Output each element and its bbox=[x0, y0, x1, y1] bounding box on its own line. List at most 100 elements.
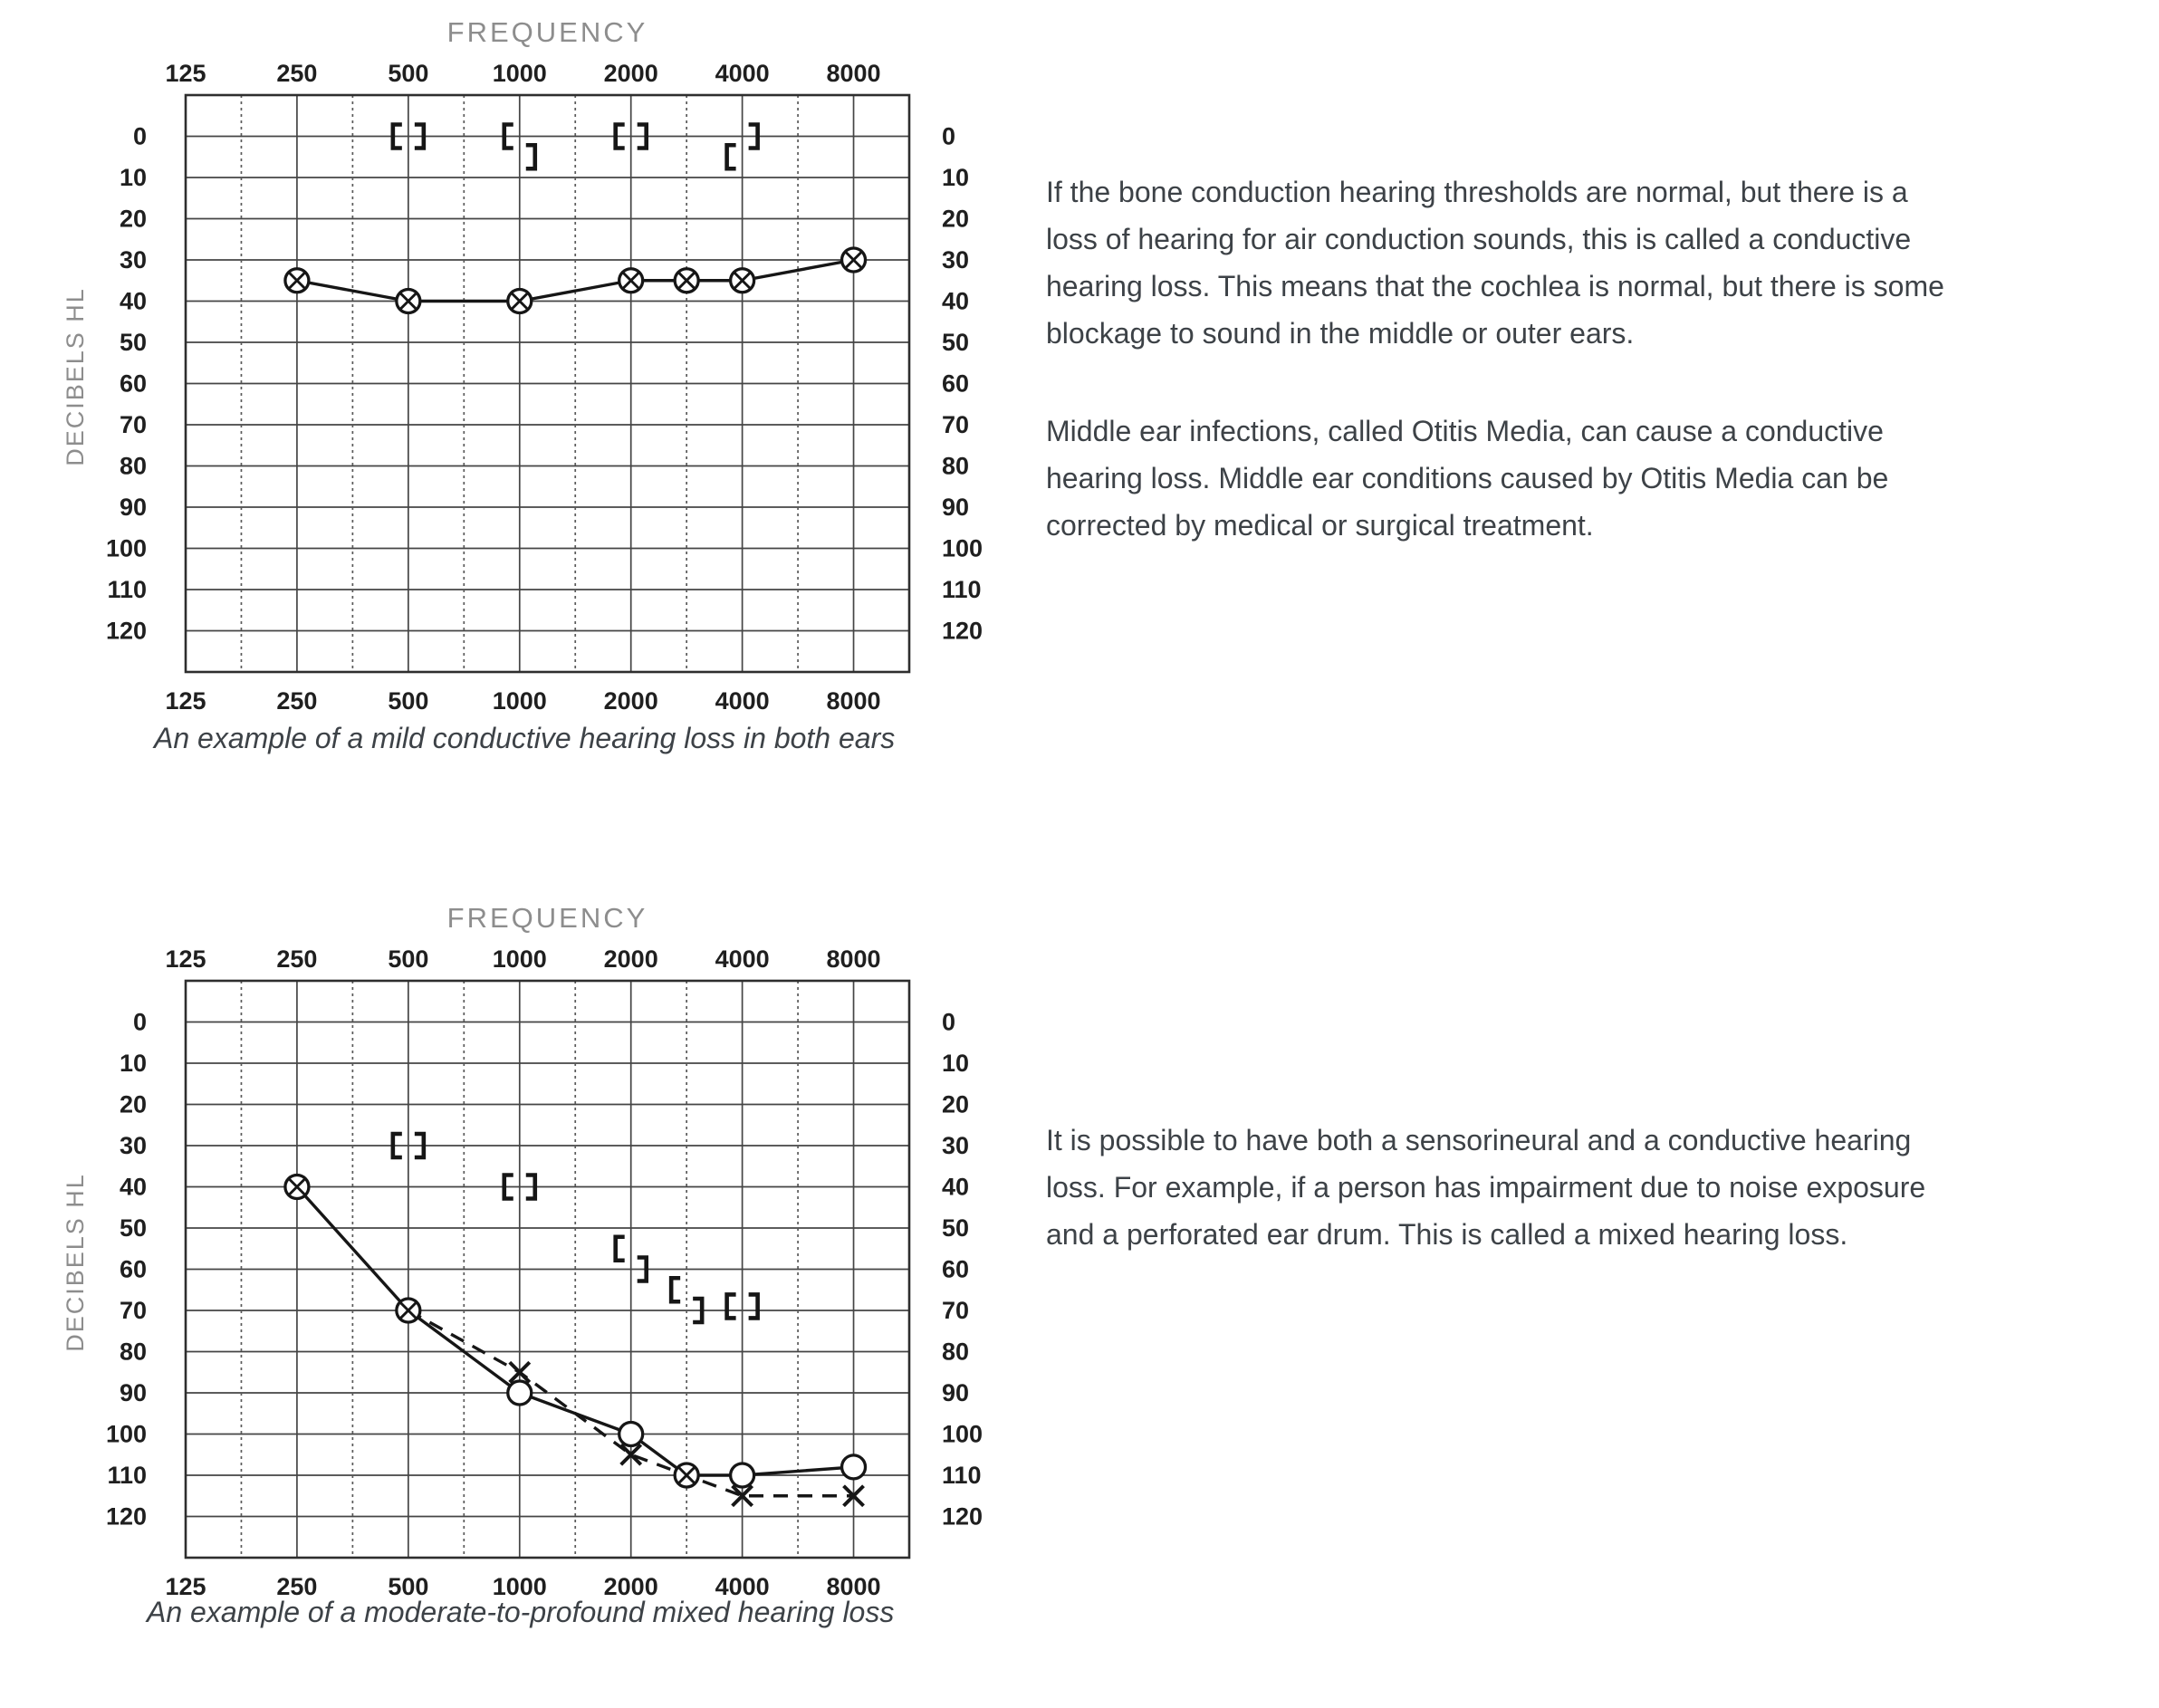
svg-text:10: 10 bbox=[120, 164, 147, 191]
svg-text:2000: 2000 bbox=[604, 687, 658, 715]
svg-text:60: 60 bbox=[120, 370, 147, 398]
svg-text:70: 70 bbox=[942, 411, 969, 438]
bone-right-ear-bracket bbox=[613, 122, 625, 150]
svg-text:120: 120 bbox=[106, 1503, 147, 1530]
svg-text:100: 100 bbox=[106, 1421, 147, 1448]
svg-text:10: 10 bbox=[120, 1050, 147, 1077]
symbols-air-conduction-masked bbox=[283, 1173, 868, 1489]
svg-text:120: 120 bbox=[106, 618, 147, 645]
frequency-tick-labels: 125 125 250 250 500 500 1000 1000 2000 2000 4000 40… bbox=[165, 60, 880, 715]
svg-text:90: 90 bbox=[942, 494, 969, 521]
svg-text:90: 90 bbox=[120, 1379, 147, 1406]
svg-text:125: 125 bbox=[165, 1573, 206, 1600]
bone-left-ear-bracket bbox=[748, 122, 760, 150]
svg-text:1000: 1000 bbox=[493, 687, 547, 715]
svg-text:30: 30 bbox=[942, 246, 969, 273]
svg-text:40: 40 bbox=[942, 288, 969, 315]
symbols-air-conduction-unmasked bbox=[508, 1360, 865, 1508]
svg-text:4000: 4000 bbox=[715, 945, 770, 973]
bone-right-ear-bracket bbox=[390, 1131, 402, 1160]
svg-text:10: 10 bbox=[942, 164, 969, 191]
svg-text:250: 250 bbox=[276, 687, 317, 715]
svg-text:500: 500 bbox=[388, 945, 428, 973]
svg-text:100: 100 bbox=[942, 535, 983, 562]
svg-text:8000: 8000 bbox=[826, 60, 880, 87]
circle-marker bbox=[506, 1379, 533, 1406]
svg-text:80: 80 bbox=[942, 453, 969, 480]
svg-text:70: 70 bbox=[942, 1297, 969, 1324]
bone-conduction-brackets bbox=[390, 122, 760, 171]
svg-text:500: 500 bbox=[388, 60, 428, 87]
svg-text:2000: 2000 bbox=[604, 60, 658, 87]
svg-text:20: 20 bbox=[120, 206, 147, 233]
svg-text:50: 50 bbox=[120, 1214, 147, 1242]
svg-text:0: 0 bbox=[133, 123, 147, 150]
svg-text:500: 500 bbox=[388, 1573, 428, 1600]
caption-mild-conductive: An example of a mild conductive hearing … bbox=[154, 722, 896, 754]
y-axis-title: DECIBELS HL bbox=[62, 287, 89, 466]
svg-text:80: 80 bbox=[942, 1339, 969, 1366]
audiogram-mixed-loss-chart: 1251252502505005001000100020002000400040… bbox=[62, 902, 983, 1600]
paragraph-bone-conduction: If the bone conduction hearing threshold… bbox=[1046, 176, 1944, 350]
bone-left-ear-bracket bbox=[637, 122, 648, 150]
svg-text:0: 0 bbox=[942, 123, 955, 150]
bone-right-ear-bracket bbox=[502, 122, 513, 150]
svg-text:0: 0 bbox=[942, 1009, 955, 1036]
svg-text:500: 500 bbox=[388, 687, 428, 715]
svg-text:2000: 2000 bbox=[604, 945, 658, 973]
svg-text:8000: 8000 bbox=[826, 687, 880, 715]
svg-text:80: 80 bbox=[120, 1339, 147, 1366]
svg-text:90: 90 bbox=[942, 1379, 969, 1406]
svg-text:120: 120 bbox=[942, 618, 983, 645]
svg-text:40: 40 bbox=[120, 1174, 147, 1201]
bone-right-ear-bracket bbox=[502, 1173, 513, 1201]
svg-text:20: 20 bbox=[120, 1091, 147, 1118]
bone-right-ear-bracket bbox=[390, 122, 402, 150]
svg-text:110: 110 bbox=[107, 1462, 147, 1489]
svg-text:40: 40 bbox=[120, 288, 147, 315]
bone-left-ear-bracket bbox=[693, 1296, 705, 1325]
svg-text:2000: 2000 bbox=[604, 1573, 658, 1600]
svg-text:4000: 4000 bbox=[715, 60, 770, 87]
x-axis-title: FREQUENCY bbox=[447, 902, 648, 934]
svg-text:30: 30 bbox=[120, 246, 147, 273]
circle-marker bbox=[618, 1420, 645, 1448]
bone-left-ear-bracket bbox=[414, 122, 427, 150]
svg-text:120: 120 bbox=[942, 1503, 983, 1530]
bone-left-ear-bracket bbox=[414, 1131, 427, 1160]
svg-text:60: 60 bbox=[942, 1256, 969, 1283]
svg-text:125: 125 bbox=[165, 687, 206, 715]
svg-text:1000: 1000 bbox=[493, 1573, 547, 1600]
svg-text:50: 50 bbox=[120, 329, 147, 356]
bone-left-ear-bracket bbox=[637, 1255, 648, 1283]
x-axis-title: FREQUENCY bbox=[447, 16, 648, 48]
circle-marker bbox=[840, 1454, 868, 1481]
bone-left-ear-bracket bbox=[525, 1173, 538, 1201]
text-block-mixed: It is possible to have both a sensorineu… bbox=[1046, 1117, 1965, 1258]
svg-text:80: 80 bbox=[120, 453, 147, 480]
text-block-conductive: If the bone conduction hearing threshold… bbox=[1046, 168, 1965, 549]
svg-text:0: 0 bbox=[133, 1009, 147, 1036]
svg-text:30: 30 bbox=[942, 1132, 969, 1159]
bone-left-ear-bracket bbox=[525, 142, 538, 171]
svg-text:110: 110 bbox=[107, 576, 147, 603]
svg-text:1000: 1000 bbox=[493, 60, 547, 87]
circle-marker bbox=[728, 1462, 756, 1489]
bone-right-ear-bracket bbox=[724, 1292, 736, 1320]
db-tick-labels: 0 0 10 10 20 20 30 30 40 40 50 50 60 60 70 70 80 80 90 90 10… bbox=[106, 1009, 983, 1530]
svg-text:60: 60 bbox=[942, 370, 969, 398]
figure-mild-conductive: 125 125 250 250 500 500 1000 1000 2000 2000 4000 40… bbox=[36, 0, 1041, 715]
svg-text:30: 30 bbox=[120, 1132, 147, 1159]
svg-text:100: 100 bbox=[942, 1421, 983, 1448]
bone-right-ear-bracket bbox=[724, 142, 736, 171]
y-axis-title: DECIBELS HL bbox=[62, 1173, 89, 1352]
svg-text:250: 250 bbox=[276, 60, 317, 87]
caption-mixed-loss: An example of a moderate-to-profound mix… bbox=[147, 1596, 895, 1628]
svg-text:125: 125 bbox=[165, 60, 206, 87]
svg-text:8000: 8000 bbox=[826, 945, 880, 973]
figure-mixed-loss: 125 125 250 250 500 500 1000 1000 2000 2000 4000 40… bbox=[36, 886, 1041, 1601]
svg-text:40: 40 bbox=[942, 1174, 969, 1201]
svg-text:20: 20 bbox=[942, 1091, 969, 1118]
symbols-air-conduction bbox=[283, 246, 868, 315]
